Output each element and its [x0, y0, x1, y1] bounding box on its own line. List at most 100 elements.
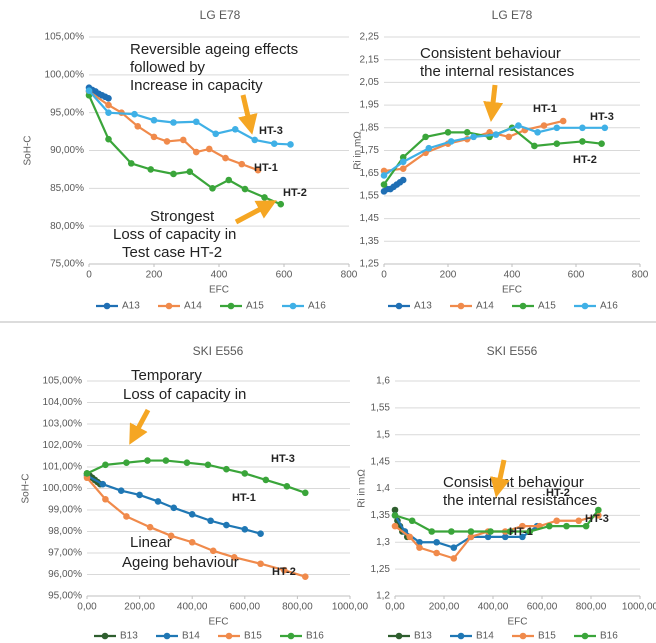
legend-marker	[227, 302, 235, 310]
data-point	[251, 136, 259, 144]
data-point	[186, 168, 194, 175]
data-point	[280, 566, 288, 574]
annotation: HT-1	[254, 162, 278, 174]
data-point	[170, 504, 178, 512]
data-point	[105, 101, 112, 109]
legend-marker	[163, 632, 171, 640]
y-tick-label: 1,55	[371, 403, 391, 414]
annotation: HT-2	[546, 487, 570, 499]
legend-marker	[165, 302, 173, 310]
y-tick-label: 100,00%	[43, 483, 83, 494]
x-tick-label: 800	[341, 270, 358, 281]
x-axis-label: EFC	[508, 617, 528, 628]
data-point	[270, 140, 278, 147]
data-point	[262, 476, 270, 484]
annotation: Loss of capacity in	[113, 226, 236, 243]
data-point	[150, 133, 158, 141]
x-tick-label: 800	[632, 270, 649, 281]
x-tick-label: 600,00	[527, 602, 558, 613]
legend-label: A15	[246, 301, 264, 312]
data-point	[162, 457, 170, 464]
x-tick-label: 600,00	[230, 602, 261, 613]
y-tick-label: 1,55	[360, 191, 380, 202]
data-point	[102, 495, 109, 503]
annotation: Loss of capacity in	[123, 386, 246, 403]
data-point	[506, 528, 514, 535]
data-point	[422, 133, 429, 141]
data-point	[433, 538, 440, 546]
y-tick-label: 85,00%	[50, 183, 84, 194]
x-tick-label: 600	[276, 270, 293, 281]
legend-label: B14	[182, 631, 200, 642]
y-tick-label: 103,00%	[43, 419, 83, 430]
data-point	[146, 523, 154, 531]
data-point	[553, 517, 560, 525]
x-tick-label: 400,00	[177, 602, 208, 613]
data-point	[144, 457, 151, 464]
y-axis-label: Ri in mΩ	[357, 469, 368, 508]
legend-label: A13	[414, 301, 432, 312]
data-point	[501, 533, 509, 541]
data-point	[559, 117, 567, 125]
data-point	[123, 459, 130, 467]
data-point	[102, 461, 109, 469]
data-point	[399, 154, 407, 161]
x-tick-label: 1000,00	[622, 602, 656, 613]
data-point	[519, 522, 526, 530]
y-tick-label: 2,15	[360, 54, 380, 65]
y-tick-label: 95,00%	[48, 591, 82, 602]
legend-label: A14	[184, 301, 202, 312]
data-point	[261, 194, 268, 201]
data-point	[85, 87, 93, 95]
legend-label: A13	[122, 301, 140, 312]
y-tick-label: 80,00%	[50, 221, 84, 232]
legend-marker	[395, 302, 403, 310]
data-point	[450, 544, 458, 551]
annotation: HT-1	[533, 103, 557, 115]
data-point	[209, 185, 216, 192]
x-tick-label: 0,00	[77, 602, 97, 613]
data-point	[406, 533, 414, 541]
data-point	[546, 522, 553, 530]
y-tick-label: 1,2	[376, 591, 390, 602]
annotation: HT-2	[283, 187, 307, 199]
data-point	[277, 200, 285, 208]
legend-label: A14	[476, 301, 494, 312]
data-point	[582, 522, 590, 530]
data-point	[257, 560, 264, 568]
legend-marker	[103, 302, 111, 310]
legend-marker	[101, 632, 109, 640]
legend-marker	[395, 632, 403, 640]
data-point	[467, 533, 475, 541]
data-point	[399, 176, 407, 184]
data-point	[287, 141, 294, 148]
annotation: HT-2	[272, 566, 296, 578]
data-point	[167, 532, 175, 540]
x-tick-label: 400	[504, 270, 521, 281]
y-tick-label: 98,00%	[48, 526, 82, 537]
y-tick-label: 1,5	[376, 429, 390, 440]
x-tick-label: 800,00	[576, 602, 607, 613]
data-point	[391, 522, 399, 530]
annotation: HT-3	[585, 513, 609, 525]
legend-label: A16	[600, 301, 618, 312]
annotation: Consistent behaviour	[420, 45, 561, 62]
data-point	[192, 148, 200, 156]
legend-label: A15	[538, 301, 556, 312]
data-point	[207, 517, 214, 525]
legend-label: B13	[414, 631, 432, 642]
legend-marker	[519, 302, 527, 310]
annotation: Test case HT-2	[122, 244, 222, 261]
data-point	[205, 145, 213, 153]
data-point	[416, 544, 423, 551]
data-point	[579, 124, 586, 132]
data-point	[179, 136, 187, 144]
legend-label: B13	[120, 631, 138, 642]
y-tick-label: 1,35	[360, 236, 380, 247]
annotation: the internal resistances	[420, 63, 574, 80]
y-tick-label: 2,05	[360, 77, 380, 88]
y-tick-label: 104,00%	[43, 397, 83, 408]
data-point	[399, 158, 407, 166]
legend-marker	[287, 632, 295, 640]
annotation: Increase in capacity	[130, 77, 263, 94]
